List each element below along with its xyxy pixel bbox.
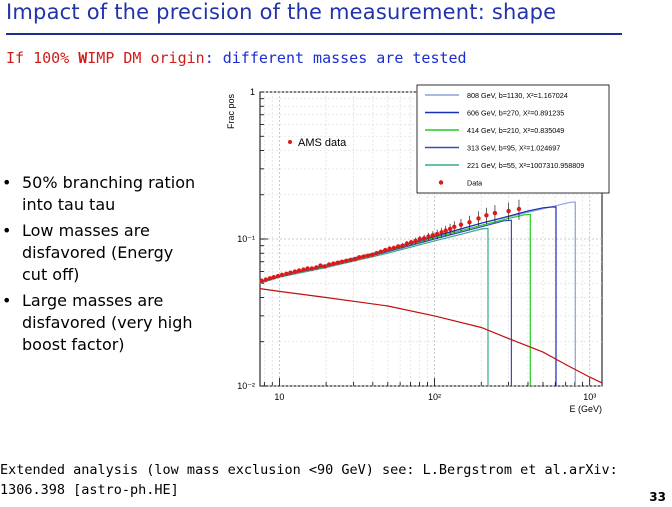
data-point [357, 255, 362, 260]
legend-marker [438, 180, 444, 185]
footer-line-1: Extended analysis (low mass exclusion <9… [0, 462, 618, 478]
data-point [279, 272, 285, 278]
legend-label: 808 GeV, b=1130, X²=1.167024 [467, 91, 568, 100]
data-point [344, 258, 349, 264]
slide-subtitle: If 100% WIMP DM origin: different masses… [6, 49, 467, 67]
data-point [467, 220, 472, 225]
legend-label: 313 GeV, b=95, X²=1.024697 [467, 144, 560, 153]
bullet-dot: • [2, 291, 12, 310]
subtitle-origin: IMP DM origin [87, 49, 205, 67]
subtitle-bold-letter: W [78, 49, 88, 67]
data-point [430, 233, 436, 238]
data-point [458, 222, 464, 227]
data-point [271, 274, 276, 280]
data-point [339, 259, 345, 264]
x-tick-label: 10² [428, 392, 441, 402]
data-point [335, 260, 341, 265]
data-point [443, 228, 448, 233]
y-tick-label: 10⁻² [237, 381, 255, 391]
data-point [391, 245, 397, 251]
data-point [421, 236, 427, 241]
data-point [305, 266, 310, 271]
x-axis-label: E (GeV) [569, 404, 602, 414]
page-number: 33 [649, 490, 666, 504]
legend-label: 414 GeV, b=210, X²=0.835049 [467, 126, 564, 135]
model-curve [259, 288, 603, 384]
bullet-list: • 50% branching ration into tau tau • Low … [0, 172, 200, 360]
data-point [361, 254, 366, 259]
data-point [352, 256, 358, 262]
bullet-item: • Low masses are disfavored (Energy cut o… [0, 220, 200, 286]
data-point [506, 208, 511, 214]
data-point [417, 236, 423, 242]
data-point [370, 252, 375, 258]
data-point [434, 231, 440, 237]
data-point [404, 241, 410, 246]
footer-note: Extended analysis (low mass exclusion <9… [0, 460, 618, 500]
title-divider [6, 33, 622, 35]
slide-title: Impact of the precision of the measureme… [6, 0, 557, 24]
data-point [326, 262, 332, 267]
x-tick-label: 10 [274, 392, 284, 402]
model-curve [259, 227, 489, 386]
data-point [318, 263, 323, 268]
data-point [284, 271, 289, 276]
legend-label: 221 GeV, b=55, X²=1007310.958809 [467, 161, 584, 170]
data-point [395, 244, 401, 249]
data-point [476, 216, 481, 221]
data-point [408, 240, 414, 245]
data-point [400, 243, 405, 248]
data-point [275, 273, 281, 279]
legend-label: 606 GeV, b=270, X²=0.891235 [467, 109, 564, 118]
bullet-item: • Large masses are disfavored (very high … [0, 290, 200, 356]
data-point [387, 246, 392, 251]
data-point [383, 247, 388, 253]
legend-label: Data [467, 179, 482, 188]
data-point [447, 226, 453, 232]
data-point [309, 266, 315, 271]
y-tick-label: 1 [250, 87, 255, 97]
bullet-dot: • [2, 173, 12, 192]
data-point [516, 206, 522, 212]
bullet-dot: • [2, 221, 12, 240]
bullet-text: 50% branching ration into tau tau [22, 173, 196, 214]
y-tick-label: 10⁻¹ [237, 234, 255, 244]
bullet-text: Large masses are disfavored (very high b… [22, 291, 193, 354]
data-point [267, 276, 273, 281]
data-point [259, 278, 264, 283]
data-point [348, 257, 353, 263]
ams-data-annotation: AMS data [298, 137, 347, 149]
data-point [374, 251, 379, 256]
data-point [484, 213, 489, 218]
data-point [322, 264, 327, 269]
data-point [331, 261, 336, 266]
data-point [492, 210, 498, 216]
data-point [439, 230, 444, 235]
data-point [314, 265, 319, 270]
annotation-marker [288, 140, 292, 144]
data-point [292, 269, 298, 274]
bullet-text: Low masses are disfavored (Energy cut of… [22, 221, 174, 284]
y-axis-label: Frac pos [226, 94, 236, 130]
subtitle-tested: : different masses are tested [204, 49, 467, 67]
data-point [452, 224, 457, 230]
data-point [413, 238, 418, 244]
legend-box [416, 84, 610, 194]
subtitle-prefix: If 100% [6, 49, 79, 67]
footer-line-2: 1306.398 [astro-ph.HE] [0, 482, 179, 498]
data-point [426, 234, 431, 239]
bullet-item: • 50% branching ration into tau tau [0, 172, 200, 216]
data-point [288, 270, 293, 275]
data-point [365, 253, 371, 258]
x-tick-label: 10³ [583, 392, 596, 402]
spectrum-chart: 10 10² 10³ 1 10⁻¹ 10⁻² E (GeV) Frac pos AMS data… [226, 84, 610, 414]
data-point [301, 267, 306, 272]
data-point [296, 268, 302, 273]
data-point [263, 277, 269, 282]
data-point [378, 249, 384, 254]
